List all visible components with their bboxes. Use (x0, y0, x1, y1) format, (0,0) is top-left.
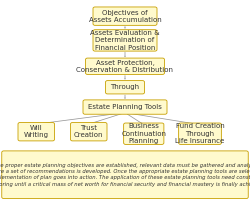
FancyBboxPatch shape (178, 123, 222, 144)
FancyBboxPatch shape (2, 151, 248, 199)
Text: Objectives of
Assets Accumulation: Objectives of Assets Accumulation (88, 9, 162, 23)
FancyBboxPatch shape (83, 100, 167, 114)
Text: Asset Protection,
Conservation & Distribution: Asset Protection, Conservation & Distrib… (76, 60, 174, 73)
Text: Business
Continuation
Planning: Business Continuation Planning (121, 123, 166, 144)
Text: Trust
Creation: Trust Creation (74, 125, 104, 138)
FancyBboxPatch shape (93, 7, 157, 25)
FancyBboxPatch shape (86, 58, 164, 74)
FancyBboxPatch shape (18, 122, 55, 141)
Text: Once proper estate planning objectives are established, relevant data must be ga: Once proper estate planning objectives a… (0, 163, 250, 187)
Text: Through: Through (110, 84, 140, 90)
Text: Assets Evaluation &
Determination of
Financial Position: Assets Evaluation & Determination of Fin… (90, 30, 160, 51)
Text: Will
Writing: Will Writing (24, 125, 49, 138)
FancyBboxPatch shape (70, 122, 107, 141)
FancyBboxPatch shape (106, 81, 144, 94)
Text: Fund Creation
Through
Life Insurance: Fund Creation Through Life Insurance (176, 123, 224, 144)
Text: Estate Planning Tools: Estate Planning Tools (88, 104, 162, 110)
FancyBboxPatch shape (124, 123, 164, 144)
FancyBboxPatch shape (93, 30, 157, 51)
